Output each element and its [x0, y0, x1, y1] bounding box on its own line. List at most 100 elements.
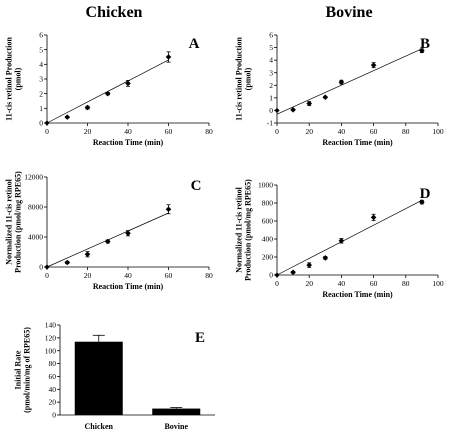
data-point [64, 259, 71, 266]
panel-letter-A: A [189, 36, 200, 52]
data-point [64, 114, 71, 120]
y-tick-label: 2 [39, 89, 43, 98]
x-tick-label: 0 [275, 279, 279, 288]
y-axis-label: 11-cis retinol Production [5, 37, 14, 121]
y-tick-label: 6 [39, 31, 43, 40]
y-tick-label: 60 [49, 372, 57, 381]
x-axis-label: Reaction Time (min) [322, 290, 393, 299]
data-point [338, 238, 345, 244]
bar-bovine [152, 408, 201, 415]
x-tick-label: 40 [124, 271, 132, 280]
x-tick-label: 60 [165, 127, 173, 136]
data-point [84, 251, 91, 258]
y-tick-label: 3 [39, 75, 43, 84]
y-tick-label: 120 [45, 333, 57, 342]
fit-line-B [276, 48, 423, 115]
data-point [419, 47, 425, 54]
data-point [84, 104, 91, 111]
y-axis-label: Normalized 11-cis retinol [5, 178, 14, 264]
x-tick-label: 100 [432, 279, 444, 288]
x-tick-label: 80 [402, 127, 410, 136]
data-point [322, 94, 329, 101]
x-axis-label: Reaction Time (min) [93, 282, 164, 291]
y-tick-label: 200 [262, 253, 274, 262]
data-point [125, 80, 131, 87]
x-tick-label: 40 [338, 279, 346, 288]
y-tick-label: 0 [39, 119, 43, 128]
bar-chicken [74, 341, 123, 415]
panel-letter-C: C [191, 178, 202, 194]
origin-point [44, 264, 50, 270]
y-tick-label: 8000 [28, 203, 43, 212]
y-tick-label: 0 [269, 106, 273, 115]
x-tick-label: 0 [45, 127, 49, 136]
data-point [370, 62, 377, 68]
data-point [290, 269, 296, 276]
category-label: Bovine [164, 422, 188, 431]
y-axis-label: 11-cis retinol Production [235, 37, 244, 121]
x-tick-label: 20 [84, 127, 92, 136]
y-tick-label: 400 [262, 235, 274, 244]
x-tick-label: 20 [305, 127, 313, 136]
x-tick-label: 0 [275, 127, 279, 136]
data-point [165, 54, 172, 60]
x-tick-label: 60 [370, 127, 378, 136]
y-tick-label: 0 [269, 271, 273, 280]
y-tick-label: 40 [49, 385, 57, 394]
y-tick-label: 5 [39, 45, 43, 54]
y-tick-label: 20 [49, 398, 57, 407]
x-axis-label: Reaction Time (min) [93, 138, 164, 147]
y-tick-label: 4 [269, 56, 273, 65]
x-tick-label: 0 [45, 271, 49, 280]
y-axis-label: Initial Rate [14, 350, 23, 389]
y-tick-label: 0 [52, 411, 56, 420]
y-tick-label: -1 [267, 119, 273, 128]
x-tick-label: 40 [124, 127, 132, 136]
y-tick-label: 4000 [28, 233, 43, 242]
panel-letter-B: B [420, 36, 430, 52]
column-title-bovine: Bovine [325, 4, 372, 21]
y-tick-label: 600 [262, 217, 274, 226]
y-tick-label: 1 [39, 104, 43, 113]
x-tick-label: 100 [432, 127, 444, 136]
y-axis-label: (pmol) [244, 67, 253, 90]
x-tick-label: 20 [305, 279, 313, 288]
y-tick-label: 6 [269, 31, 273, 40]
x-tick-label: 20 [84, 271, 92, 280]
y-tick-label: 0 [39, 263, 43, 272]
x-tick-label: 60 [165, 271, 173, 280]
y-axis-label: Normalized 11-cis retinol [235, 186, 244, 272]
x-tick-label: 80 [205, 127, 213, 136]
x-tick-label: 80 [402, 279, 410, 288]
y-axis-label: Production (pmol/mg RPE65) [244, 179, 253, 281]
panel-letter-D: D [420, 186, 431, 202]
data-point [370, 214, 377, 221]
y-tick-label: 1000 [258, 181, 273, 190]
column-title-chicken: Chicken [86, 4, 143, 21]
x-tick-label: 40 [338, 127, 346, 136]
data-point [290, 107, 296, 113]
category-label: Chicken [85, 422, 114, 431]
y-tick-label: 12000 [24, 173, 43, 182]
data-point [104, 90, 111, 97]
y-axis-label: (pmol) [14, 67, 23, 90]
data-point [104, 238, 111, 245]
x-tick-label: 80 [205, 271, 213, 280]
y-axis-label: Production (pmol/mg RPE65) [14, 171, 23, 273]
y-tick-label: 5 [269, 43, 273, 52]
data-point [165, 206, 172, 213]
fit-line-D [276, 199, 423, 276]
y-tick-label: 800 [262, 199, 274, 208]
y-tick-label: 3 [269, 68, 273, 77]
data-point [338, 79, 345, 85]
y-tick-label: 1 [269, 93, 273, 102]
y-tick-label: 2 [269, 81, 273, 90]
y-tick-label: 4 [39, 60, 43, 69]
x-axis-label: Reaction Time (min) [322, 138, 393, 147]
data-point [125, 230, 131, 237]
origin-point [274, 272, 280, 278]
y-tick-label: 80 [49, 359, 57, 368]
panel-letter-E: E [195, 330, 205, 346]
